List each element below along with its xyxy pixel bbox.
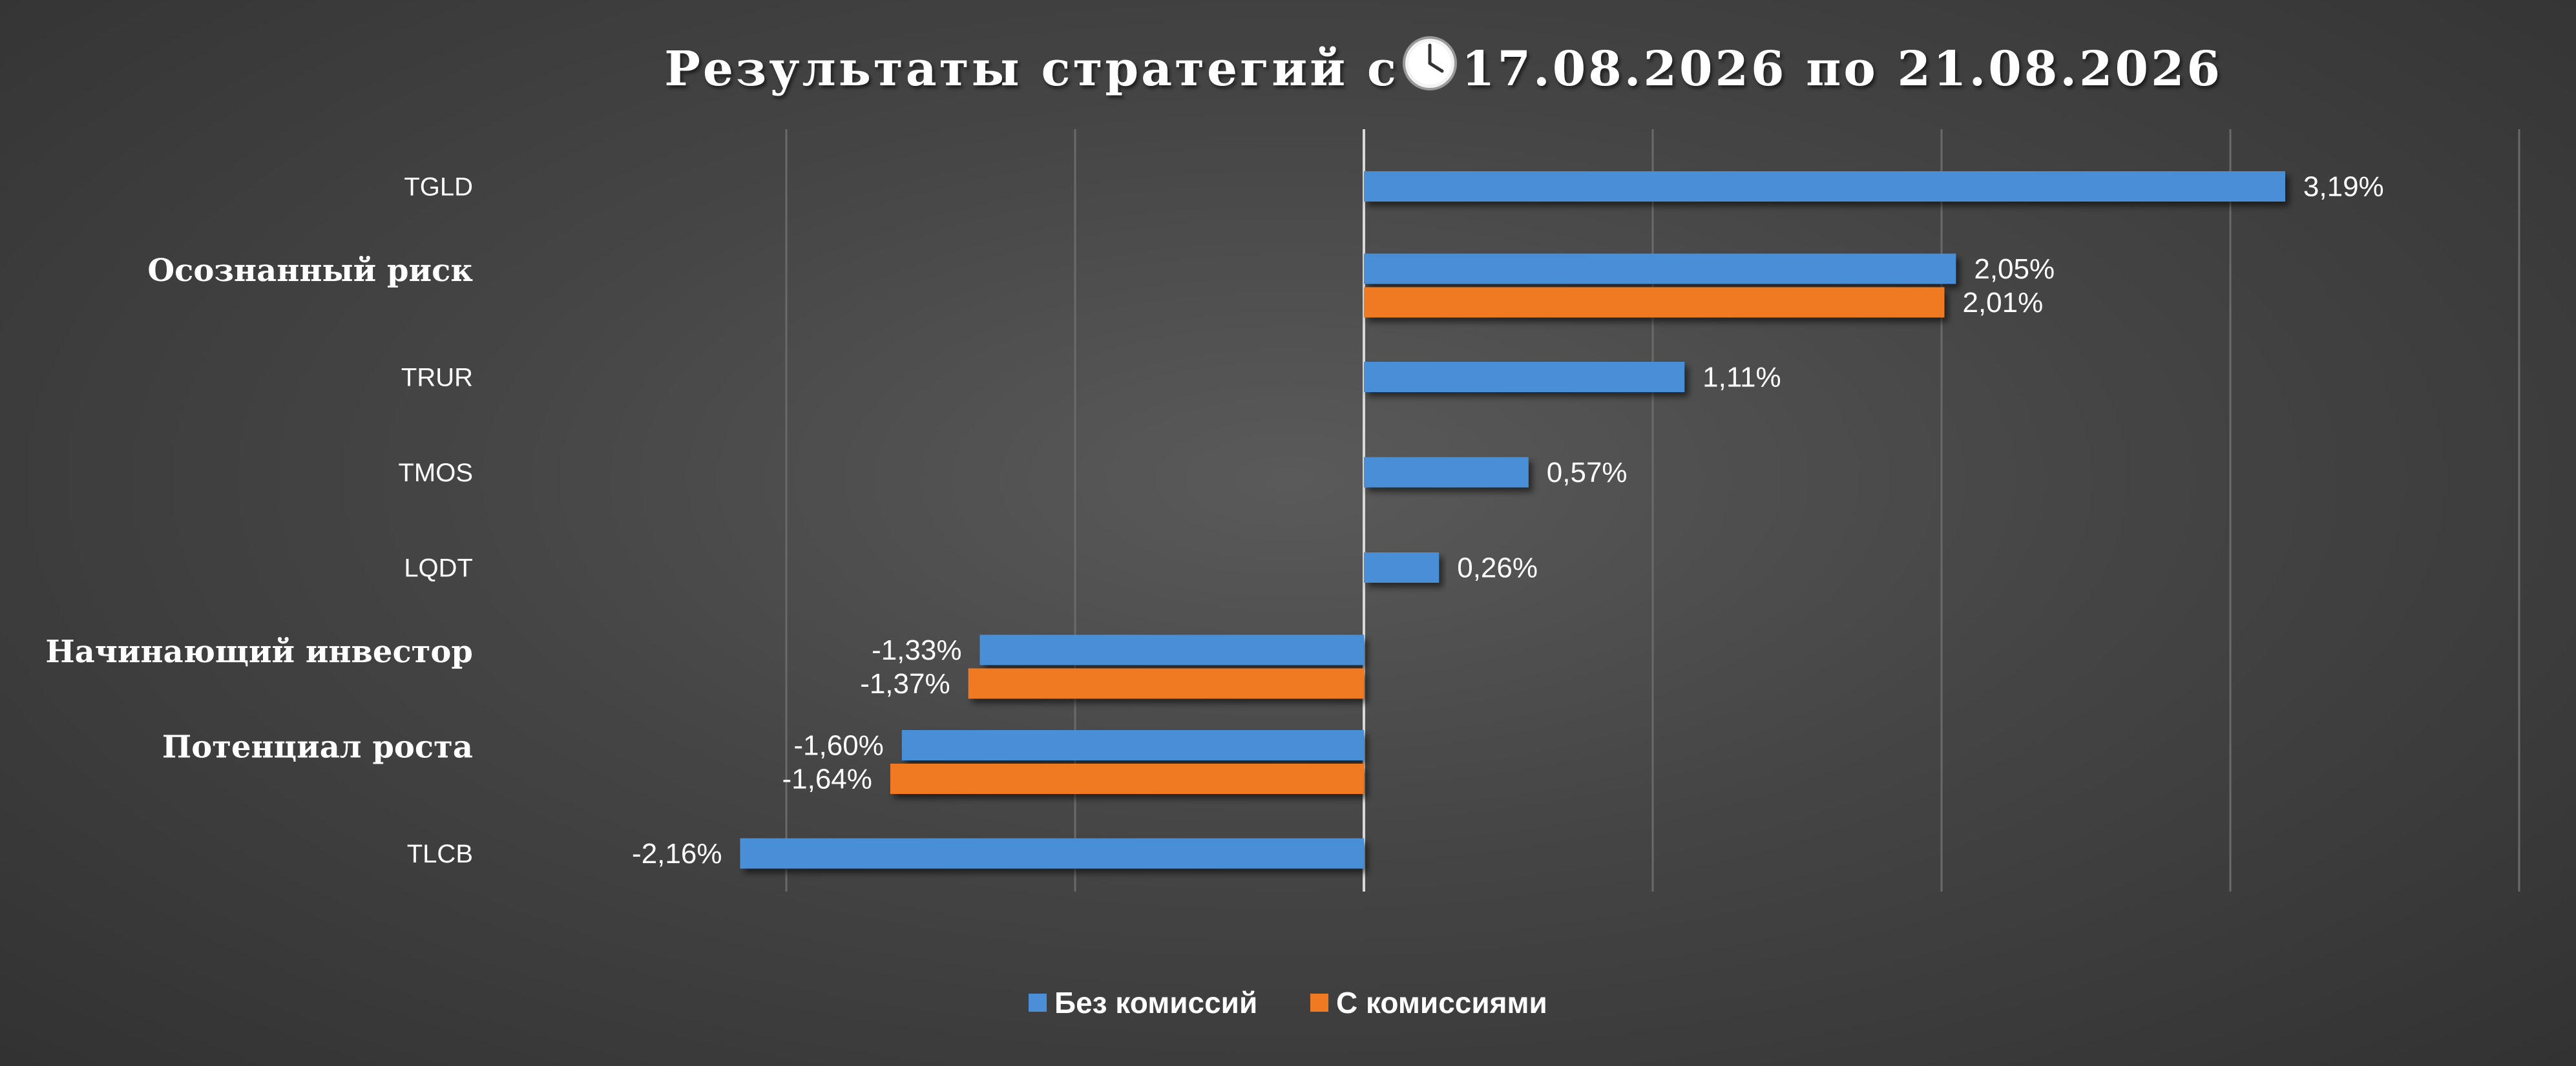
bar	[1364, 552, 1440, 583]
clock-icon	[1403, 36, 1457, 90]
bar	[1364, 457, 1529, 488]
category-label: LQDT	[404, 554, 473, 583]
chart-title: Результаты стратегий с 17.08.2026 по 21.…	[664, 36, 2223, 97]
data-label: -1,37%	[860, 668, 950, 700]
category-label: TLCB	[407, 840, 473, 868]
category-label: TGLD	[404, 173, 473, 202]
bar	[968, 668, 1364, 699]
chart-legend: Без комиссий С комиссиями	[1029, 986, 1547, 1019]
legend-swatch	[1310, 994, 1328, 1012]
data-label: 0,57%	[1547, 457, 1628, 488]
data-label: 1,11%	[1702, 362, 1781, 393]
legend-swatch	[1029, 994, 1047, 1012]
bar	[1364, 362, 1685, 392]
data-label: 2,01%	[1962, 287, 2043, 319]
chart-title-dates: 17.08.2026 по 21.08.2026	[1461, 41, 2223, 97]
category-label: TRUR	[401, 364, 473, 392]
bar	[1364, 171, 2285, 202]
data-label: -1,33%	[872, 634, 961, 666]
category-label: TMOS	[398, 459, 473, 487]
data-label: 3,19%	[2303, 171, 2384, 203]
bar	[740, 838, 1364, 869]
bar	[979, 634, 1364, 665]
data-label: -1,60%	[793, 730, 883, 762]
bar-layer	[740, 171, 2285, 869]
label-layer: TGLD 3,19% Осознанный риск 2,05%2,01% TRUR 1,…	[45, 171, 2383, 870]
data-label: -2,16%	[632, 838, 722, 870]
legend-label: С комиссиями	[1336, 986, 1547, 1019]
category-label: Начинающий инвестор	[45, 634, 473, 670]
legend-label: Без комиссий	[1054, 986, 1257, 1019]
bar	[1364, 287, 1945, 318]
category-label: Осознанный риск	[147, 253, 473, 289]
data-label: 2,05%	[1974, 253, 2055, 285]
bar	[890, 764, 1364, 794]
category-label: Потенциал роста	[162, 729, 473, 766]
bar	[901, 730, 1364, 760]
chart-title-prefix: Результаты стратегий с	[664, 41, 1399, 97]
data-label: 0,26%	[1457, 552, 1538, 584]
data-label: -1,64%	[782, 764, 872, 795]
bar	[1364, 253, 1956, 284]
